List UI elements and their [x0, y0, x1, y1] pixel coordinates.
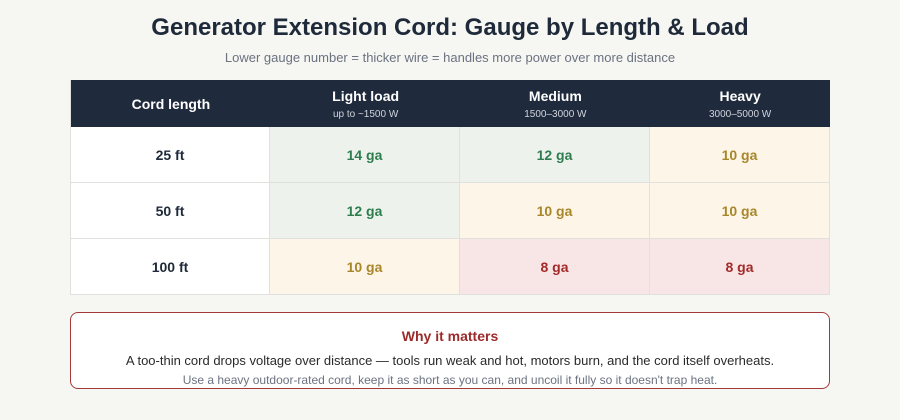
header-sub: up to ~1500 W — [332, 108, 399, 120]
note-box: Why it matters A too-thin cord drops vol… — [70, 312, 830, 389]
table-row: 50 ft 12 ga 10 ga 10 ga — [70, 183, 830, 239]
title: Generator Extension Cord: Gauge by Lengt… — [151, 14, 749, 41]
gauge-cell: 12 ga — [270, 183, 460, 239]
length-cell: 50 ft — [70, 183, 270, 239]
note-text: A too-thin cord drops voltage over dista… — [125, 353, 775, 368]
header-cell: Medium 1500–3000 W — [460, 80, 650, 127]
header-cell: Cord length — [70, 80, 271, 127]
gauge-cell: 14 ga — [270, 127, 460, 183]
gauge-cell: 10 ga — [650, 127, 830, 183]
header-row: Cord length Light load up to ~1500 W Medi… — [70, 80, 830, 127]
note-title: Why it matters — [401, 328, 499, 344]
header-label: Cord length — [131, 95, 211, 112]
header-label: Medium — [528, 87, 582, 104]
note-subtext: Use a heavy outdoor-rated cord, keep it … — [182, 373, 718, 387]
table-row: 25 ft 14 ga 12 ga 10 ga — [70, 127, 830, 183]
header-label: Heavy — [719, 87, 761, 104]
header-cell: Heavy 3000–5000 W — [650, 80, 830, 127]
length-cell: 100 ft — [70, 239, 270, 295]
subtitle: Lower gauge number = thicker wire = hand… — [224, 50, 676, 65]
gauge-cell: 10 ga — [460, 183, 650, 239]
gauge-cell: 10 ga — [270, 239, 460, 295]
gauge-cell: 12 ga — [460, 127, 650, 183]
gauge-cell: 8 ga — [650, 239, 830, 295]
gauge-cell: 8 ga — [460, 239, 650, 295]
gauge-table: Cord length Light load up to ~1500 W Medi… — [70, 80, 830, 295]
gauge-cell: 10 ga — [650, 183, 830, 239]
length-cell: 25 ft — [70, 127, 270, 183]
header-label: Light load — [332, 87, 400, 104]
header-sub: 1500–3000 W — [524, 108, 587, 120]
table-row: 100 ft 10 ga 8 ga 8 ga — [70, 239, 830, 295]
header-cell: Light load up to ~1500 W — [271, 80, 461, 127]
header-sub: 3000–5000 W — [708, 108, 772, 120]
